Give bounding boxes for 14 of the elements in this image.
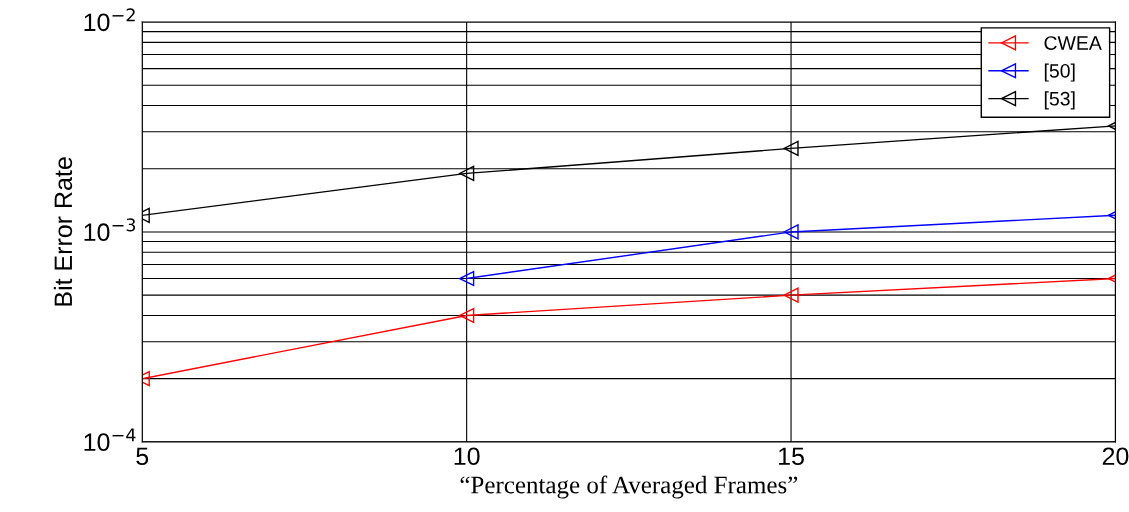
y-tick-label: 10$^{−2}$ (84, 8, 135, 32)
y-tick-label: 10$^{−3}$ (84, 218, 136, 242)
x-axis-title: “Percentage of Averaged Frames” (460, 475, 798, 499)
point (783, 224, 799, 240)
y-axis-title: Bit Error Rate (53, 157, 73, 306)
point (459, 270, 475, 287)
legend-label: CWEA (1044, 36, 1102, 50)
x-tick-label: 20 (1102, 447, 1129, 466)
x-tick-label: 10 (454, 447, 480, 466)
x-tick-label: 15 (779, 447, 804, 466)
legend-label: [50] (1044, 63, 1075, 82)
x-tick-label: 5 (136, 447, 149, 466)
legend-label: [53] (1044, 91, 1075, 110)
y-tick-label: 10$^{−4}$ (84, 428, 136, 451)
